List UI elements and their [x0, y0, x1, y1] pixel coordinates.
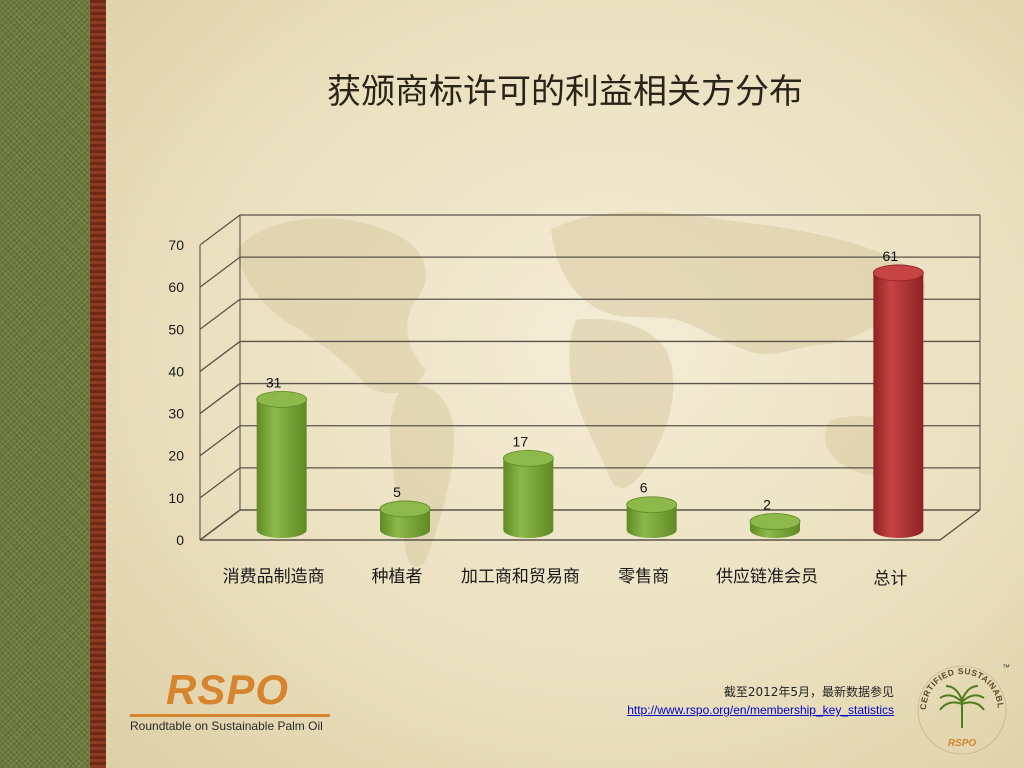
gridline	[199, 382, 980, 415]
y-tick-label: 50	[168, 321, 184, 337]
chart-floor	[200, 509, 981, 541]
data-label: 5	[393, 484, 401, 500]
rspo-logo-subtitle: Roundtable on Sustainable Palm Oil	[130, 719, 323, 733]
gridline	[199, 467, 980, 499]
data-label: 61	[883, 248, 899, 264]
left-border-stripe	[90, 0, 106, 768]
gridline	[199, 340, 980, 372]
y-tick-label: 70	[168, 237, 184, 253]
data-labels: 31 5 17 6 2 61	[266, 248, 898, 513]
y-tick-label: 0	[176, 532, 184, 548]
bar	[749, 513, 801, 538]
y-tick-label: 40	[168, 363, 184, 379]
gridline	[199, 425, 980, 457]
gridline	[199, 298, 980, 330]
source-link[interactable]: http://www.rspo.org/en/membership_key_st…	[627, 703, 894, 717]
bar	[379, 500, 431, 538]
y-tick-label: 60	[168, 279, 184, 295]
bar	[626, 496, 678, 538]
x-category-label: 消费品制造商	[222, 567, 325, 587]
x-category-label: 种植者	[371, 567, 423, 587]
x-category-label: 总计	[873, 569, 908, 589]
x-category-label: 加工商和贸易商	[460, 567, 580, 587]
y-tick-label: 10	[168, 490, 184, 506]
y-tick-label: 20	[168, 448, 184, 464]
left-texture-panel	[0, 0, 90, 768]
palm-leaf-icon	[939, 685, 985, 728]
data-label: 17	[513, 433, 529, 449]
badge-tm-mark: ™	[1002, 663, 1010, 672]
badge-rspo-mark: RSPO	[948, 738, 977, 749]
bar	[502, 449, 554, 538]
x-category-label: 零售商	[618, 567, 670, 587]
source-note: 截至2012年5月，最新数据参见 http://www.rspo.org/en/…	[627, 683, 894, 719]
cspo-badge: CERTIFIED SUSTAINABLE PALM OIL RSPO ™	[912, 660, 1010, 755]
gridline	[199, 256, 980, 288]
source-note-text: 截至2012年5月，最新数据参见	[723, 685, 894, 699]
data-label: 31	[266, 374, 282, 390]
bar	[872, 264, 924, 538]
bar	[256, 390, 308, 538]
data-label: 2	[763, 497, 771, 513]
rspo-logo: RSPO Roundtable on Sustainable Palm Oil	[130, 668, 330, 733]
chart-bars	[256, 264, 924, 538]
x-category-label: 供应链准会员	[716, 567, 818, 587]
y-tick-label: 30	[168, 406, 184, 422]
data-label: 6	[640, 480, 648, 496]
gridline	[199, 509, 980, 541]
gridline	[199, 214, 980, 246]
slide-title: 获颁商标许可的利益相关方分布	[327, 72, 803, 112]
rspo-logo-text: RSPO	[166, 666, 290, 713]
y-axis-tick-labels: 0 10 20 30 40 50 60 70	[168, 237, 184, 548]
chart-walls	[199, 215, 981, 540]
rspo-logo-underline	[130, 714, 330, 717]
chart-gridlines	[199, 214, 981, 541]
world-map-watermark	[236, 211, 926, 568]
